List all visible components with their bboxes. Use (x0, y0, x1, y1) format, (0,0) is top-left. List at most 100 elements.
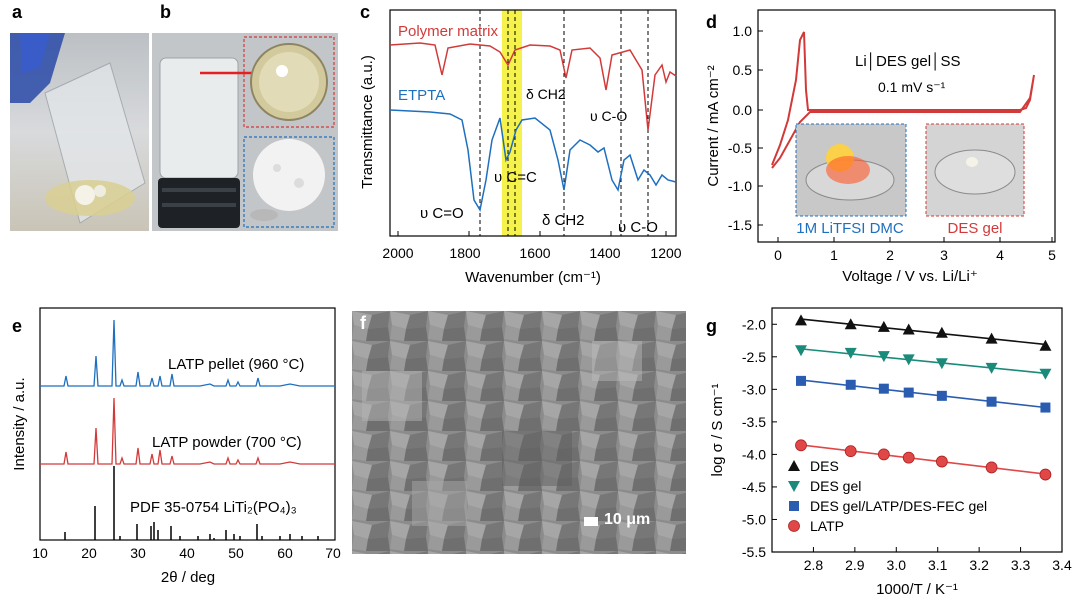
d-ylabel: Current / mA cm⁻² (705, 65, 722, 186)
g-ylabel: log σ / S cm⁻¹ (709, 383, 726, 476)
c-ann-vco-top: υ C-O (590, 108, 627, 124)
g-data-point (795, 314, 807, 326)
g-xtick-label: 3.4 (1052, 557, 1072, 573)
e-label-powder: LATP powder (700 °C) (152, 434, 302, 451)
g-data-point (845, 379, 856, 390)
g-fit-line-3 (800, 444, 1046, 475)
scale-bar (584, 517, 598, 526)
etpta-spectrum (389, 109, 677, 213)
e-xlabel: 2θ / deg (161, 569, 215, 586)
g-data-point (1040, 402, 1051, 413)
c-ann-vco-bot: υ C-O (618, 219, 658, 236)
e-xtick-20: 20 (81, 545, 97, 561)
g-data-point (877, 351, 890, 363)
d-xtick-2: 2 (886, 247, 894, 263)
panel-label-e: e (12, 316, 23, 336)
g-legend-label: DES gel/LATP/DES-FEC gel (810, 498, 987, 514)
g-data-point (985, 362, 998, 374)
photo-vial-upright (152, 33, 338, 231)
d-ytick-2: 0.0 (733, 102, 753, 118)
g-legend-label: DES (810, 458, 839, 474)
e-ylabel: Intensity / a.u. (11, 377, 28, 470)
c-label-polymer: Polymer matrix (398, 23, 499, 40)
e-label-pellet: LATP pellet (960 °C) (168, 356, 304, 373)
g-data-point (935, 326, 948, 338)
panel-label-g: g (706, 316, 717, 336)
c-tick-1200: 1200 (650, 245, 681, 261)
e-xtick-40: 40 (179, 545, 195, 561)
g-xtick-label: 2.9 (845, 557, 865, 573)
g-ytick-label: -2.5 (742, 349, 766, 365)
g-ytick-label: -3.0 (742, 381, 766, 397)
d-caption-desgel: DES gel (947, 220, 1002, 237)
c-ann-dch2-top: δ CH2 (526, 86, 566, 102)
g-fit-line-2 (800, 379, 1046, 409)
g-data-point (844, 347, 857, 359)
d-ytick-5: -1.5 (728, 217, 752, 233)
polymer-matrix-spectrum (389, 42, 677, 131)
g-data-point (985, 461, 998, 474)
panel-label-b: b (160, 2, 171, 22)
d-ytick-3: -0.5 (728, 140, 752, 156)
c-tick-1400: 1400 (589, 245, 620, 261)
xrd-pellet (40, 319, 335, 387)
g-ytick-label: -3.5 (742, 414, 766, 430)
g-data-point (1039, 368, 1052, 380)
g-legend-marker (789, 501, 799, 511)
g-data-point (795, 439, 807, 452)
panel-label-a: a (12, 2, 23, 22)
g-data-point (902, 451, 915, 464)
g-ytick-label: -4.5 (742, 479, 766, 495)
g-ytick-label: -2.0 (742, 316, 766, 332)
g-legend-marker (788, 520, 800, 532)
cv-chart: 1.0 0.5 0.0 -0.5 -1.0 -1.5 0 1 2 3 4 5 V… (705, 9, 1056, 285)
g-xtick-label: 3.3 (1011, 557, 1031, 573)
panel-label-f: f (360, 313, 366, 333)
d-xtick-5: 5 (1048, 247, 1056, 263)
e-xtick-50: 50 (228, 545, 244, 561)
g-xtick-label: 3.0 (887, 557, 907, 573)
panel-label-c: c (360, 2, 371, 22)
xrd-pdf-sticks (64, 466, 319, 540)
g-data-point (796, 375, 806, 386)
cv-curve (771, 31, 1035, 169)
g-legend-label: DES gel (810, 478, 861, 494)
d-y-ticks (758, 30, 763, 226)
photo-vial-tilted (10, 33, 149, 231)
scale-bar-label: 10 μm (604, 511, 651, 528)
g-data-point (844, 318, 857, 330)
xrd-powder (40, 397, 335, 465)
d-rate-label: 0.1 mV s⁻¹ (878, 79, 946, 95)
d-cell-label: Li│DES gel│SS (855, 52, 960, 71)
arrhenius-chart: 2.8 2.9 3.0 3.1 3.2 3.3 3.4 -2.0 -2.5 -3.0 -3.5 -4.… (709, 307, 1072, 598)
g-data-point (1039, 468, 1052, 481)
g-legend-label: LATP (810, 518, 844, 534)
g-ytick-label: -5.0 (742, 511, 766, 527)
g-fit-line-1 (800, 348, 1046, 375)
g-data-point (902, 323, 915, 335)
d-ytick-4: -1.0 (728, 178, 752, 194)
xrd-chart: 10 20 30 40 50 60 70 2θ / deg Intensity … (11, 307, 341, 586)
d-xtick-1: 1 (830, 247, 838, 263)
sem-image: f 10 μm (352, 311, 686, 554)
g-data-point (877, 320, 890, 332)
g-data-point (903, 387, 914, 398)
g-xtick-label: 3.1 (928, 557, 948, 573)
g-fit-line-0 (800, 318, 1046, 346)
g-plot-frame (771, 307, 1063, 553)
c-tick-1800: 1800 (449, 245, 480, 261)
e-xtick-30: 30 (130, 545, 146, 561)
g-data-point (795, 345, 807, 357)
c-tick-2000: 2000 (382, 245, 413, 261)
c-ylabel: Transmittance (a.u.) (359, 55, 376, 189)
c-tick-1600: 1600 (519, 245, 550, 261)
c-label-etpta: ETPTA (398, 87, 445, 104)
d-xlabel: Voltage / V vs. Li/Li⁺ (842, 268, 978, 285)
g-ytick-label: -5.5 (742, 544, 766, 560)
c-xlabel: Wavenumber (cm⁻¹) (465, 269, 601, 286)
d-xtick-0: 0 (774, 247, 782, 263)
d-caption-lidmc: 1M LiTFSI DMC (796, 220, 904, 237)
d-xtick-3: 3 (940, 247, 948, 263)
c-x-ticks (397, 231, 667, 236)
e-xtick-60: 60 (277, 545, 293, 561)
